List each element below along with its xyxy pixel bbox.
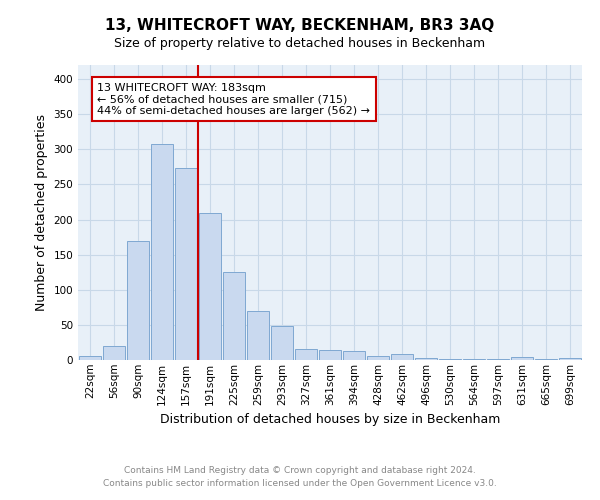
Bar bbox=[79, 356, 101, 360]
Bar bbox=[535, 358, 557, 360]
Bar bbox=[223, 272, 245, 360]
Text: 13 WHITECROFT WAY: 183sqm
← 56% of detached houses are smaller (715)
44% of semi: 13 WHITECROFT WAY: 183sqm ← 56% of detac… bbox=[97, 82, 370, 116]
Text: Contains public sector information licensed under the Open Government Licence v3: Contains public sector information licen… bbox=[103, 479, 497, 488]
Bar bbox=[391, 354, 413, 360]
Bar bbox=[199, 212, 221, 360]
Text: Contains HM Land Registry data © Crown copyright and database right 2024.: Contains HM Land Registry data © Crown c… bbox=[124, 466, 476, 475]
Bar bbox=[247, 311, 269, 360]
Bar bbox=[439, 358, 461, 360]
Bar bbox=[127, 240, 149, 360]
Bar bbox=[511, 357, 533, 360]
Bar bbox=[415, 358, 437, 360]
Bar bbox=[175, 168, 197, 360]
Y-axis label: Number of detached properties: Number of detached properties bbox=[35, 114, 48, 311]
Bar bbox=[559, 358, 581, 360]
Bar bbox=[103, 346, 125, 360]
Bar bbox=[151, 144, 173, 360]
Bar bbox=[343, 351, 365, 360]
Text: 13, WHITECROFT WAY, BECKENHAM, BR3 3AQ: 13, WHITECROFT WAY, BECKENHAM, BR3 3AQ bbox=[106, 18, 494, 32]
Bar bbox=[295, 350, 317, 360]
Bar bbox=[271, 326, 293, 360]
Text: Size of property relative to detached houses in Beckenham: Size of property relative to detached ho… bbox=[115, 38, 485, 51]
Bar bbox=[319, 350, 341, 360]
X-axis label: Distribution of detached houses by size in Beckenham: Distribution of detached houses by size … bbox=[160, 413, 500, 426]
Bar bbox=[367, 356, 389, 360]
